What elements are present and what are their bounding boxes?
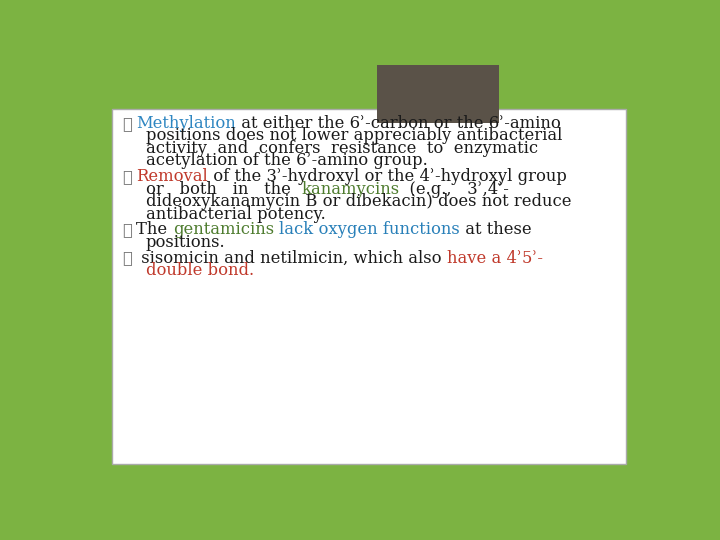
Text: or   both   in   the: or both in the [145,181,301,198]
Text: ❖: ❖ [122,221,132,238]
Text: (e.g.,   3ʾ,4ʾ-: (e.g., 3ʾ,4ʾ- [400,181,509,198]
Text: acetylation of the 6ʾ-amino group.: acetylation of the 6ʾ-amino group. [145,152,428,170]
Text: The: The [137,221,173,238]
Text: ❖: ❖ [122,168,132,185]
FancyBboxPatch shape [112,110,626,464]
Text: ❖: ❖ [122,249,132,267]
Text: positions.: positions. [145,234,225,251]
Text: gentamicins: gentamicins [173,221,274,238]
Text: antibacterial potency.: antibacterial potency. [145,206,325,222]
Text: have a 4ʾ5ʾ-: have a 4ʾ5ʾ- [447,249,544,267]
Text: lack oxygen functions: lack oxygen functions [279,221,460,238]
Text: sisomicin and netilmicin, which also: sisomicin and netilmicin, which also [137,249,447,267]
Text: activity  and  confers  resistance  to  enzymatic: activity and confers resistance to enzym… [145,140,538,157]
Text: at either the 6ʾ-carbon or the 6ʾ-amino: at either the 6ʾ-carbon or the 6ʾ-amino [236,115,561,132]
Text: double bond.: double bond. [145,262,254,279]
Text: ❖: ❖ [122,115,132,132]
Text: at these: at these [460,221,531,238]
Text: of the 3ʾ-hydroxyl or the 4ʾ-hydroxyl group: of the 3ʾ-hydroxyl or the 4ʾ-hydroxyl gr… [208,168,567,185]
Text: Methylation: Methylation [137,115,236,132]
Text: positions does not lower appreciably antibacterial: positions does not lower appreciably ant… [145,127,562,144]
Text: kanamycins: kanamycins [301,181,400,198]
FancyBboxPatch shape [377,65,499,123]
Text: dideoxykanamycin B or dibekacin) does not reduce: dideoxykanamycin B or dibekacin) does no… [145,193,571,210]
Text: Removal: Removal [137,168,208,185]
